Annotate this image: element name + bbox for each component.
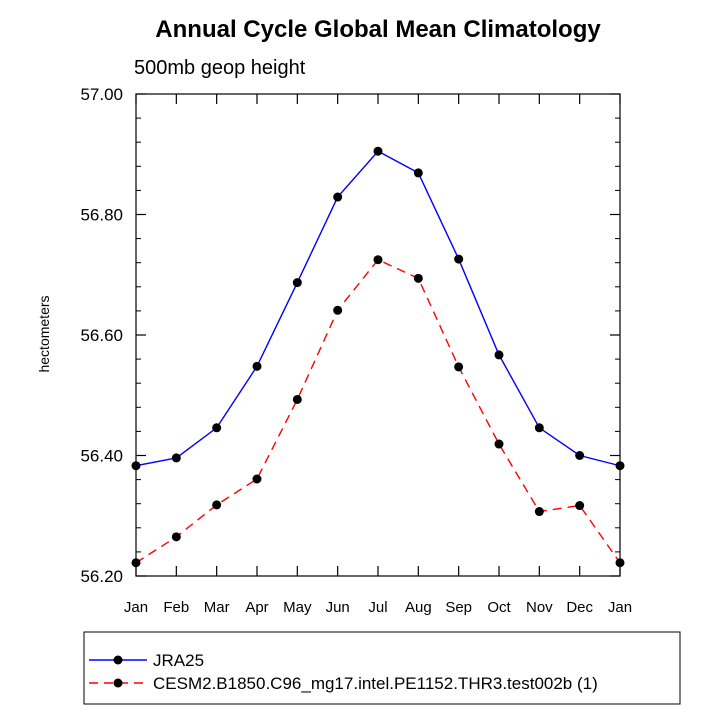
data-point bbox=[454, 362, 464, 372]
data-point bbox=[575, 501, 585, 511]
data-point bbox=[534, 507, 544, 517]
data-point bbox=[534, 423, 544, 433]
legend-marker bbox=[113, 678, 123, 688]
series-layer bbox=[131, 146, 625, 568]
y-tick-label: 57.00 bbox=[80, 85, 123, 104]
data-point bbox=[333, 192, 343, 202]
data-point bbox=[252, 361, 262, 371]
y-tick-label: 56.80 bbox=[80, 206, 123, 225]
legend-label: JRA25 bbox=[153, 651, 204, 670]
data-point bbox=[292, 394, 302, 404]
data-point bbox=[494, 439, 504, 449]
data-point bbox=[292, 278, 302, 288]
data-point bbox=[171, 532, 181, 542]
data-point bbox=[171, 453, 181, 463]
data-point bbox=[615, 558, 625, 568]
axis-ticks bbox=[135, 93, 621, 577]
data-point bbox=[413, 273, 423, 283]
chart-subtitle: 500mb geop height bbox=[134, 57, 306, 79]
series-line bbox=[135, 150, 621, 467]
x-tick-label: Jul bbox=[368, 599, 387, 616]
data-point bbox=[212, 423, 222, 433]
x-tick-label: Aug bbox=[405, 599, 432, 616]
y-tick-label: 56.60 bbox=[80, 326, 123, 345]
y-tick-label: 56.20 bbox=[80, 567, 123, 586]
data-point bbox=[615, 461, 625, 471]
data-point bbox=[212, 500, 222, 510]
data-point bbox=[454, 254, 464, 264]
legend-label: CESM2.B1850.C96_mg17.intel.PE1152.THR3.t… bbox=[153, 674, 598, 693]
x-tick-label: Oct bbox=[487, 599, 511, 616]
data-point bbox=[575, 451, 585, 460]
y-tick-label: 56.40 bbox=[80, 447, 123, 466]
data-point bbox=[373, 255, 383, 265]
data-point bbox=[131, 558, 141, 568]
x-tick-label: Nov bbox=[526, 599, 553, 616]
series-2 bbox=[131, 255, 625, 568]
data-point bbox=[494, 350, 504, 360]
x-tick-label: Sep bbox=[445, 599, 472, 616]
x-tick-label: Apr bbox=[245, 599, 268, 616]
series-line bbox=[135, 258, 621, 564]
x-tick-label: Feb bbox=[163, 599, 189, 616]
legend-marker bbox=[113, 655, 123, 665]
x-tick-label: Mar bbox=[204, 599, 230, 616]
x-tick-label: Jun bbox=[326, 599, 350, 616]
x-tick-labels: Jan Feb Mar Apr May Jun Jul Aug Sep Oct Nov Dec Jan bbox=[124, 599, 632, 616]
data-point bbox=[333, 305, 343, 315]
x-tick-label: May bbox=[283, 599, 312, 616]
data-point bbox=[373, 146, 383, 156]
plot-frame bbox=[135, 93, 621, 577]
y-tick-labels: 56.20 56.40 56.60 56.80 57.00 bbox=[80, 85, 123, 586]
data-point bbox=[252, 474, 262, 484]
chart-title: Annual Cycle Global Mean Climatology bbox=[155, 16, 601, 43]
x-tick-label: Jan bbox=[608, 599, 632, 616]
x-tick-label: Dec bbox=[566, 599, 593, 616]
x-tick-label: Jan bbox=[124, 599, 148, 616]
legend-box bbox=[83, 631, 681, 705]
legend: JRA25 CESM2.B1850.C96_mg17.intel.PE1152.T… bbox=[89, 651, 598, 693]
data-point bbox=[413, 168, 423, 178]
series-1 bbox=[131, 146, 625, 471]
data-point bbox=[131, 461, 141, 471]
y-axis-label: hectometers bbox=[36, 295, 52, 372]
